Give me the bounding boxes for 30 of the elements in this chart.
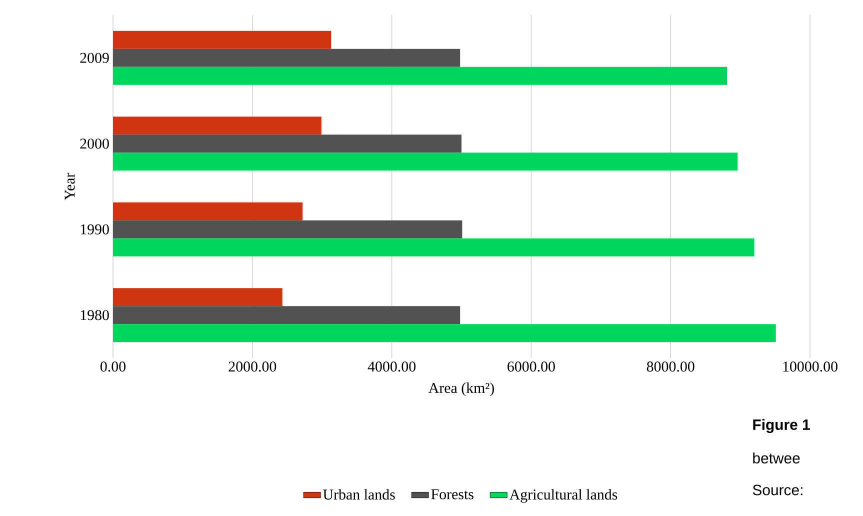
y-tick-label: 1980 — [80, 310, 109, 320]
bar — [113, 324, 776, 342]
x-tick-label: 4000.00 — [368, 362, 416, 372]
bar — [113, 306, 460, 324]
y-tick-label: 2009 — [80, 52, 109, 63]
x-axis-title: Area (km²) — [428, 382, 494, 396]
bar — [113, 30, 332, 49]
y-tick-label: 1990 — [80, 224, 109, 234]
bar — [113, 238, 754, 256]
x-tick-label: 6000.00 — [508, 362, 555, 372]
text: betwee — [753, 452, 800, 464]
caption: Figure 1 — [753, 419, 810, 433]
x-tick-label: 8000.00 — [646, 362, 694, 372]
legend-label: Forests — [431, 489, 474, 500]
source-note: Source: — [752, 484, 802, 496]
x-tick-label: 0.00 — [100, 362, 126, 372]
bar — [113, 288, 282, 306]
bar — [113, 134, 462, 153]
bar — [113, 220, 462, 238]
x-tick-label: 2000.00 — [228, 362, 276, 372]
x-tick-label: 10000.00 — [783, 362, 838, 372]
legend-label: Agricultural lands — [509, 489, 618, 503]
bar — [113, 152, 738, 171]
legend-label: Urban lands — [323, 489, 395, 500]
bar — [113, 202, 303, 220]
bar — [113, 66, 728, 85]
bar — [113, 116, 322, 135]
y-axis-title: Year — [64, 172, 75, 200]
bar — [113, 48, 460, 67]
y-tick-label: 2000 — [80, 138, 109, 149]
